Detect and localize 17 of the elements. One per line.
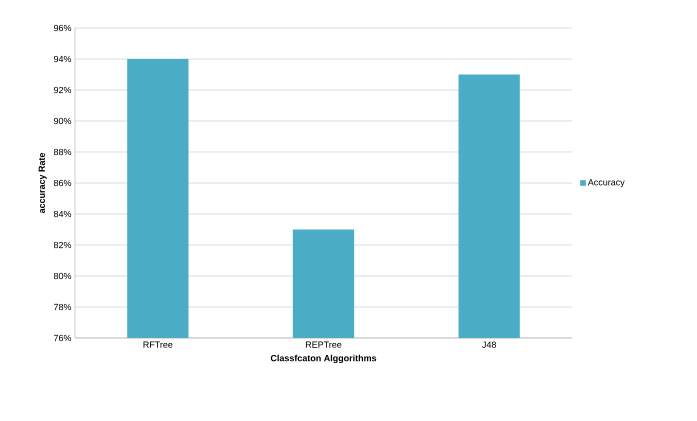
y-axis-title: accuracy Rate <box>38 152 47 214</box>
y-tick-label: 82% <box>54 242 72 248</box>
y-tick-label: 94% <box>54 56 72 62</box>
x-axis-title: Classfcaton Alggorithms <box>270 354 376 364</box>
y-tick-label: 88% <box>54 148 72 156</box>
y-tick-label: 92% <box>54 86 72 94</box>
y-tick-label: 96% <box>54 24 72 32</box>
y-tick-label: 90% <box>54 118 72 124</box>
legend-label: Accuracy <box>588 179 625 188</box>
y-tick-label: 76% <box>54 334 72 342</box>
y-tick-label: 80% <box>54 272 72 280</box>
y-tick-label: 78% <box>54 304 72 310</box>
x-tick-label: J48 <box>482 342 496 348</box>
x-tick-label: RFTree <box>144 342 172 348</box>
y-tick-label: 86% <box>54 180 72 186</box>
y-tick-label: 84% <box>54 210 72 218</box>
x-tick-label: REPTree <box>306 342 342 348</box>
